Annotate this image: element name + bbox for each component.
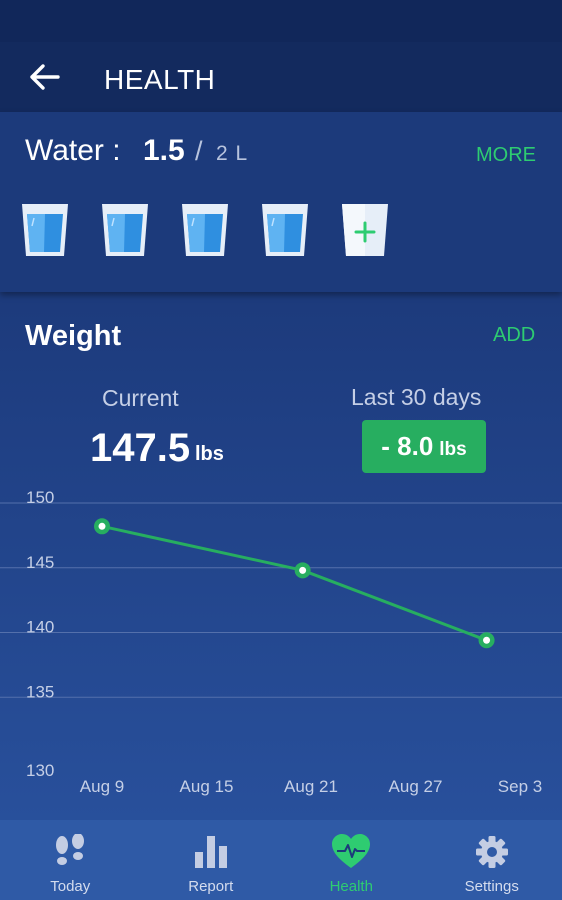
page-title: HEALTH [104, 64, 216, 95]
bar-chart-icon [194, 836, 227, 868]
y-tick-label: 135 [26, 682, 54, 701]
footsteps-icon [56, 834, 85, 865]
heart-pulse-icon [332, 834, 371, 868]
nav-label-health: Health [329, 878, 373, 895]
app-bar: HEALTH [0, 42, 562, 112]
nav-label-settings: Settings [464, 878, 519, 895]
nav-item-settings[interactable]: Settings [422, 820, 562, 900]
data-point-center [483, 636, 491, 644]
weight-card: Weight ADD Current 147.5 lbs Last 30 day… [0, 292, 562, 820]
nav-label-report: Report [188, 878, 234, 895]
last-30-days-label: Last 30 days [351, 384, 482, 410]
x-tick-label: Aug 9 [80, 777, 124, 796]
x-tick-label: Sep 3 [498, 777, 542, 796]
add-glass-icon[interactable] [340, 200, 390, 258]
nav-item-health[interactable]: Health [281, 820, 422, 900]
water-cups [20, 200, 400, 260]
arrow-left-icon[interactable] [28, 62, 62, 92]
x-tick-label: Aug 27 [389, 777, 443, 796]
y-tick-label: 130 [26, 761, 54, 780]
water-card: Water : 1.5 / 2 L MORE [0, 112, 562, 292]
bottom-nav: Today Report Health Settings [0, 820, 562, 900]
weight-series-line [101, 524, 488, 642]
weight-change-unit: lbs [439, 438, 467, 460]
water-glass-icon[interactable] [100, 200, 150, 258]
y-tick-label: 140 [26, 618, 54, 637]
nav-item-today[interactable]: Today [0, 820, 141, 900]
weight-change-badge: - 8.0 lbs [362, 420, 486, 473]
water-glass-icon[interactable] [260, 200, 310, 258]
water-label: Water : [25, 134, 121, 167]
weight-chart: 150 145 140 135 130 Aug 9 Aug 15 Aug 21 Aug 27 S… [0, 488, 562, 796]
data-point-center [299, 566, 307, 574]
gear-icon [475, 836, 508, 868]
water-glass-icon[interactable] [20, 200, 70, 258]
status-bar [0, 0, 562, 42]
current-weight-value: 147.5 [90, 426, 191, 470]
x-tick-label: Aug 21 [284, 777, 338, 796]
water-current-value: 1.5 [143, 134, 185, 167]
weight-change-value: - 8.0 [381, 431, 434, 461]
water-separator: / [195, 136, 203, 166]
x-tick-label: Aug 15 [180, 777, 234, 796]
nav-label-today: Today [50, 878, 91, 895]
current-weight-label: Current [102, 385, 179, 411]
water-target-value: 2 L [216, 142, 249, 165]
nav-item-report[interactable]: Report [141, 820, 282, 900]
more-button[interactable]: MORE [476, 144, 536, 166]
y-tick-label: 150 [26, 488, 54, 507]
add-weight-button[interactable]: ADD [493, 324, 536, 346]
water-glass-icon[interactable] [180, 200, 230, 258]
weight-title: Weight [25, 320, 122, 352]
y-tick-label: 145 [26, 553, 54, 572]
current-weight-unit: lbs [195, 443, 224, 465]
data-point-center [98, 522, 106, 530]
